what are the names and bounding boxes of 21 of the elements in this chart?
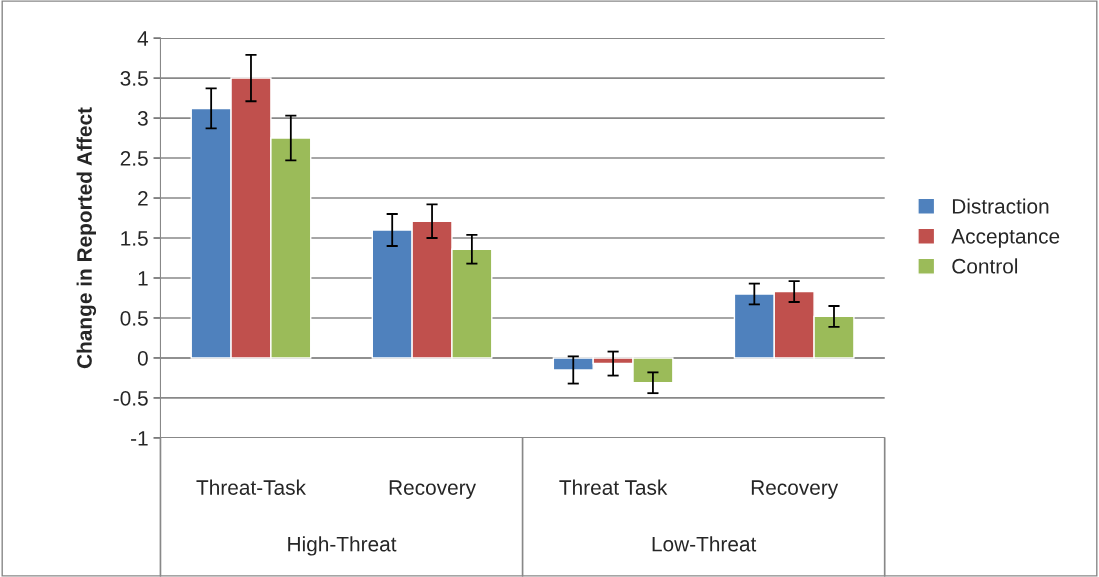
y-tick-label: 2.5 [120,151,148,166]
y-tick-label: -1 [131,431,148,446]
text: Low-Threat [652,536,757,552]
legend-label: Distraction [952,198,1049,214]
x-tick-label: Recovery [389,480,476,500]
x-tick-label: Threat Task [559,479,668,495]
y-tick-label: 4 [137,31,149,46]
text: High-Threat [288,536,397,556]
y-tick-label: 2 [138,191,148,206]
x-tick-label: Recovery [751,480,839,500]
legend-label: Control [952,258,1018,274]
x-tick-label: Threat-Task [196,479,307,495]
y-tick-label: 3.5 [120,71,148,86]
legend-label: Acceptance [951,229,1060,248]
y-tick-label: 1.5 [121,231,148,246]
y-tick-label: -0.5 [113,390,148,406]
y-tick-label: 0 [137,350,148,366]
y-axis-title: Change in Reported Affect [76,107,97,369]
y-tick-label: 0.5 [120,310,148,326]
y-tick-label: 1 [138,271,148,286]
y-tick-label: 3 [137,111,148,126]
